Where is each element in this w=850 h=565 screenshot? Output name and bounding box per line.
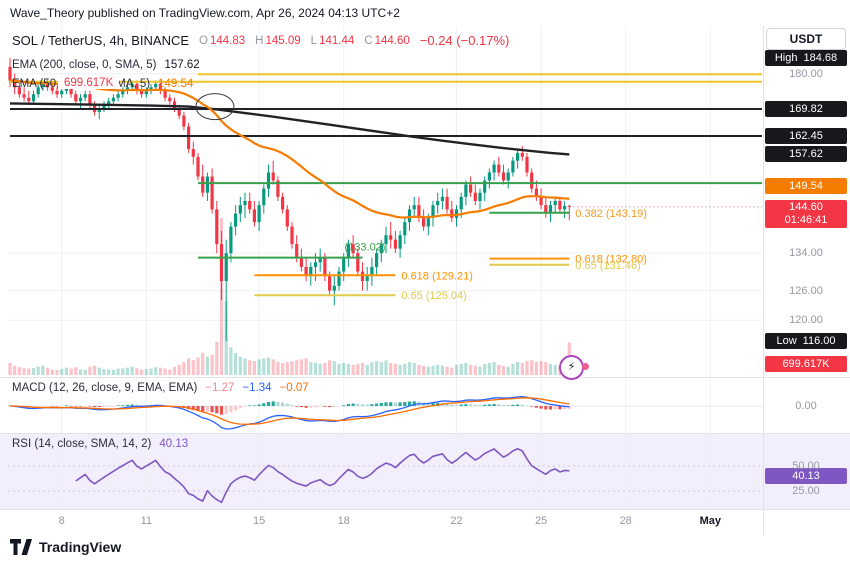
rsi-line bbox=[75, 447, 570, 504]
macd-line-value: −1.34 bbox=[242, 382, 272, 394]
macd-signal-value: −0.07 bbox=[279, 382, 309, 394]
ohlc-close: C 144.60 bbox=[364, 34, 410, 47]
notification-dot bbox=[582, 363, 589, 370]
ema200-label: EMA (200, close, 0, SMA, 5) bbox=[12, 59, 157, 71]
ema50-legend[interactable]: EMA (50, close, 0, SMA, 5) 149.54 699.61… bbox=[12, 77, 194, 90]
macd-line bbox=[9, 395, 570, 430]
rsi-pane-background bbox=[0, 433, 850, 509]
rsi-value: 40.13 bbox=[159, 438, 189, 450]
tradingview-wordmark[interactable]: TradingView bbox=[39, 539, 122, 555]
footer: TradingView bbox=[10, 539, 121, 555]
pane-separators bbox=[0, 26, 850, 535]
candlestick-series bbox=[8, 58, 571, 341]
ema200-legend[interactable]: EMA (200, close, 0, SMA, 5) 157.62 bbox=[12, 59, 200, 71]
macd-histogram-value: −1.27 bbox=[205, 382, 235, 394]
drawing-lines bbox=[10, 73, 762, 297]
svg-text:0.382 (143.19): 0.382 (143.19) bbox=[575, 208, 647, 220]
ema50-line bbox=[9, 79, 570, 219]
svg-text:(133.02): (133.02) bbox=[345, 242, 386, 254]
tradingview-logo-icon[interactable] bbox=[10, 539, 32, 555]
ohlc-low: L 141.44 bbox=[310, 34, 355, 47]
ema50-value: 149.54 bbox=[158, 78, 194, 90]
symbol-legend[interactable]: SOL / TetherUS, 4h, BINANCE O 144.83 H 145… bbox=[12, 33, 509, 48]
svg-text:0.65 (131.46): 0.65 (131.46) bbox=[575, 260, 640, 272]
svg-text:0.618 (132.80): 0.618 (132.80) bbox=[575, 254, 647, 266]
currency-button[interactable]: USDT bbox=[766, 28, 846, 50]
rsi-guides bbox=[8, 465, 762, 492]
flash-glyph: ⚡ bbox=[567, 361, 576, 373]
change-value: −0.24 (−0.17%) bbox=[419, 33, 510, 48]
symbol-title[interactable]: SOL / TetherUS, 4h, BINANCE bbox=[12, 33, 190, 48]
publish-note: Wave_Theory published on TradingView.com… bbox=[10, 6, 400, 20]
ohlc-open: O 144.83 bbox=[199, 34, 246, 47]
boost-flash-icon[interactable]: ⚡ bbox=[559, 355, 589, 380]
svg-text:0.65 (125.04): 0.65 (125.04) bbox=[401, 290, 466, 302]
volume-series bbox=[8, 218, 571, 375]
volume-legend-value: 699.617K bbox=[58, 77, 120, 89]
drawing-labels: (133.02) 0.618 (129.21) 0.65 (125.04) 0.382… bbox=[345, 208, 647, 302]
macd-signal-line bbox=[9, 397, 570, 425]
rsi-legend[interactable]: RSI (14, close, SMA, 14, 2) 40.13 bbox=[12, 438, 188, 450]
macd-label: MACD (12, 26, close, 9, EMA, EMA) bbox=[12, 382, 198, 394]
macd-legend[interactable]: MACD (12, 26, close, 9, EMA, EMA) −1.27 … bbox=[12, 382, 309, 394]
ema200-value: 157.62 bbox=[164, 59, 200, 71]
svg-text:0.618 (129.21): 0.618 (129.21) bbox=[401, 270, 473, 282]
ema200-line bbox=[9, 102, 570, 156]
circle-annotation bbox=[195, 93, 235, 121]
rsi-label: RSI (14, close, SMA, 14, 2) bbox=[12, 438, 152, 450]
ohlc-high: H 145.09 bbox=[255, 34, 301, 47]
